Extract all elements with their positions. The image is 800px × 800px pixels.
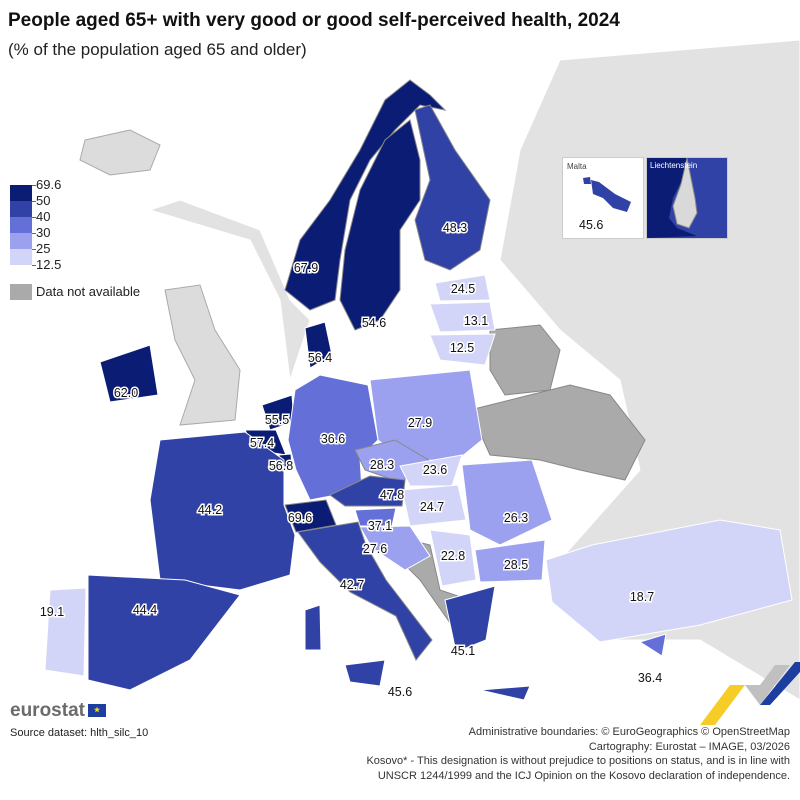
value-label-switzerland: 69.6 (288, 511, 312, 525)
country-germany (287, 374, 379, 501)
map-title: People aged 65+ with very good or good s… (8, 10, 620, 31)
value-label-germany: 36.6 (321, 432, 345, 446)
value-label-norway: 67.9 (294, 261, 318, 275)
inset-liechtenstein: Liechtenstein (646, 157, 728, 239)
country-norway (284, 79, 447, 311)
country-greece (444, 585, 496, 653)
inset-malta: Malta 45.6 (562, 157, 644, 239)
value-label-croatia: 27.6 (363, 542, 387, 556)
value-label-belgium: 57.4 (250, 436, 274, 450)
inset-malta-value: 45.6 (579, 218, 604, 232)
inset-liechtenstein-label: Liechtenstein (650, 161, 698, 170)
value-label-austria: 47.8 (380, 488, 404, 502)
credit-line: Cartography: Eurostat – IMAGE, 03/2026 (588, 740, 790, 753)
country-cyprus (638, 633, 667, 657)
legend-na: Data not available (10, 283, 140, 301)
eurostat-logo: eurostat ★ (10, 700, 106, 722)
value-label-denmark: 56.4 (308, 351, 332, 365)
legend-na-swatch (10, 283, 32, 300)
value-label-luxembourg: 56.8 (269, 459, 293, 473)
legend-swatch (10, 217, 32, 233)
legend-break-label: 69.6 (36, 177, 62, 192)
legend-swatch (10, 185, 32, 201)
value-label-slovakia: 23.6 (423, 463, 447, 477)
country-greece-island (479, 685, 531, 701)
legend-break-label: 25 (36, 241, 51, 256)
value-label-portugal: 19.1 (40, 605, 64, 619)
logo-text: eurostat (10, 700, 85, 721)
country-lithuania (429, 333, 496, 366)
value-label-czechia: 28.3 (370, 458, 394, 472)
value-label-netherlands: 55.5 (265, 413, 289, 427)
legend-break-label: 12.5 (36, 257, 62, 272)
belarus-shape (489, 324, 561, 396)
country-ireland (99, 344, 159, 403)
country-latvia (429, 301, 496, 333)
country-france (149, 431, 296, 591)
value-label-serbia: 22.8 (441, 549, 465, 563)
value-label-spain: 44.4 (133, 603, 157, 617)
value-label-france: 44.2 (198, 503, 222, 517)
value-label-estonia: 24.5 (451, 282, 475, 296)
uk-shape (164, 284, 241, 426)
value-label-malta: 45.6 (388, 685, 412, 699)
eu-flag-icon: ★ (87, 704, 106, 718)
value-label-turkey: 18.7 (630, 590, 654, 604)
liechtenstein-shape (672, 158, 698, 229)
country-estonia (434, 274, 491, 302)
country-sweden (339, 119, 421, 331)
credit-line: UNSCR 1244/1999 and the ICJ Opinion on t… (377, 769, 790, 782)
legend-swatch (10, 233, 32, 249)
value-label-hungary: 24.7 (420, 500, 444, 514)
source-text: Source dataset: hlth_silc_10 (10, 727, 149, 739)
value-label-cyprus: 36.4 (638, 671, 662, 685)
credit-line: Administrative boundaries: © EuroGeograp… (468, 726, 790, 738)
legend-break-label: 40 (36, 209, 51, 224)
country-serbia (429, 529, 477, 587)
legend-break-label: 30 (36, 225, 51, 240)
country-finland (414, 104, 491, 271)
value-label-latvia: 13.1 (464, 314, 488, 328)
inset-malta-label: Malta (567, 162, 587, 171)
value-label-italy: 42.7 (340, 578, 364, 592)
map-subtitle: (% of the population aged 65 and older) (8, 40, 307, 59)
value-label-bulgaria: 28.5 (504, 558, 528, 572)
country-turkey (545, 519, 793, 643)
country-portugal (44, 587, 87, 677)
legend-swatch (10, 249, 32, 265)
value-label-greece: 45.1 (451, 644, 475, 658)
country-spain (87, 574, 241, 691)
malta-shape (591, 180, 631, 212)
credit-line: Kosovo* - This designation is without pr… (366, 755, 790, 767)
legend-na-label: Data not available (36, 284, 141, 300)
value-label-finland: 48.3 (443, 221, 467, 235)
country-bulgaria (474, 539, 546, 583)
country-romania (461, 459, 553, 546)
value-label-poland: 27.9 (408, 416, 432, 430)
legend-swatch (10, 201, 32, 217)
country-hungary (401, 484, 467, 527)
value-label-romania: 26.3 (504, 511, 528, 525)
country-italy-island (344, 659, 386, 687)
legend-break-label: 50 (36, 193, 51, 208)
land-background (148, 199, 311, 381)
credits: Administrative boundaries: © EuroGeograp… (366, 725, 790, 783)
brand-chevron-icon (700, 662, 800, 725)
country-italy (297, 521, 433, 661)
iceland-shape (79, 129, 161, 176)
value-label-slovenia: 37.1 (368, 519, 392, 533)
country-switzerland (284, 499, 337, 533)
value-label-sweden: 54.6 (362, 316, 386, 330)
country-italy-island (304, 604, 322, 651)
country-croatia (359, 525, 431, 571)
value-label-lithuania: 12.5 (450, 341, 474, 355)
value-label-ireland: 62.0 (114, 386, 138, 400)
country-denmark (304, 321, 333, 369)
